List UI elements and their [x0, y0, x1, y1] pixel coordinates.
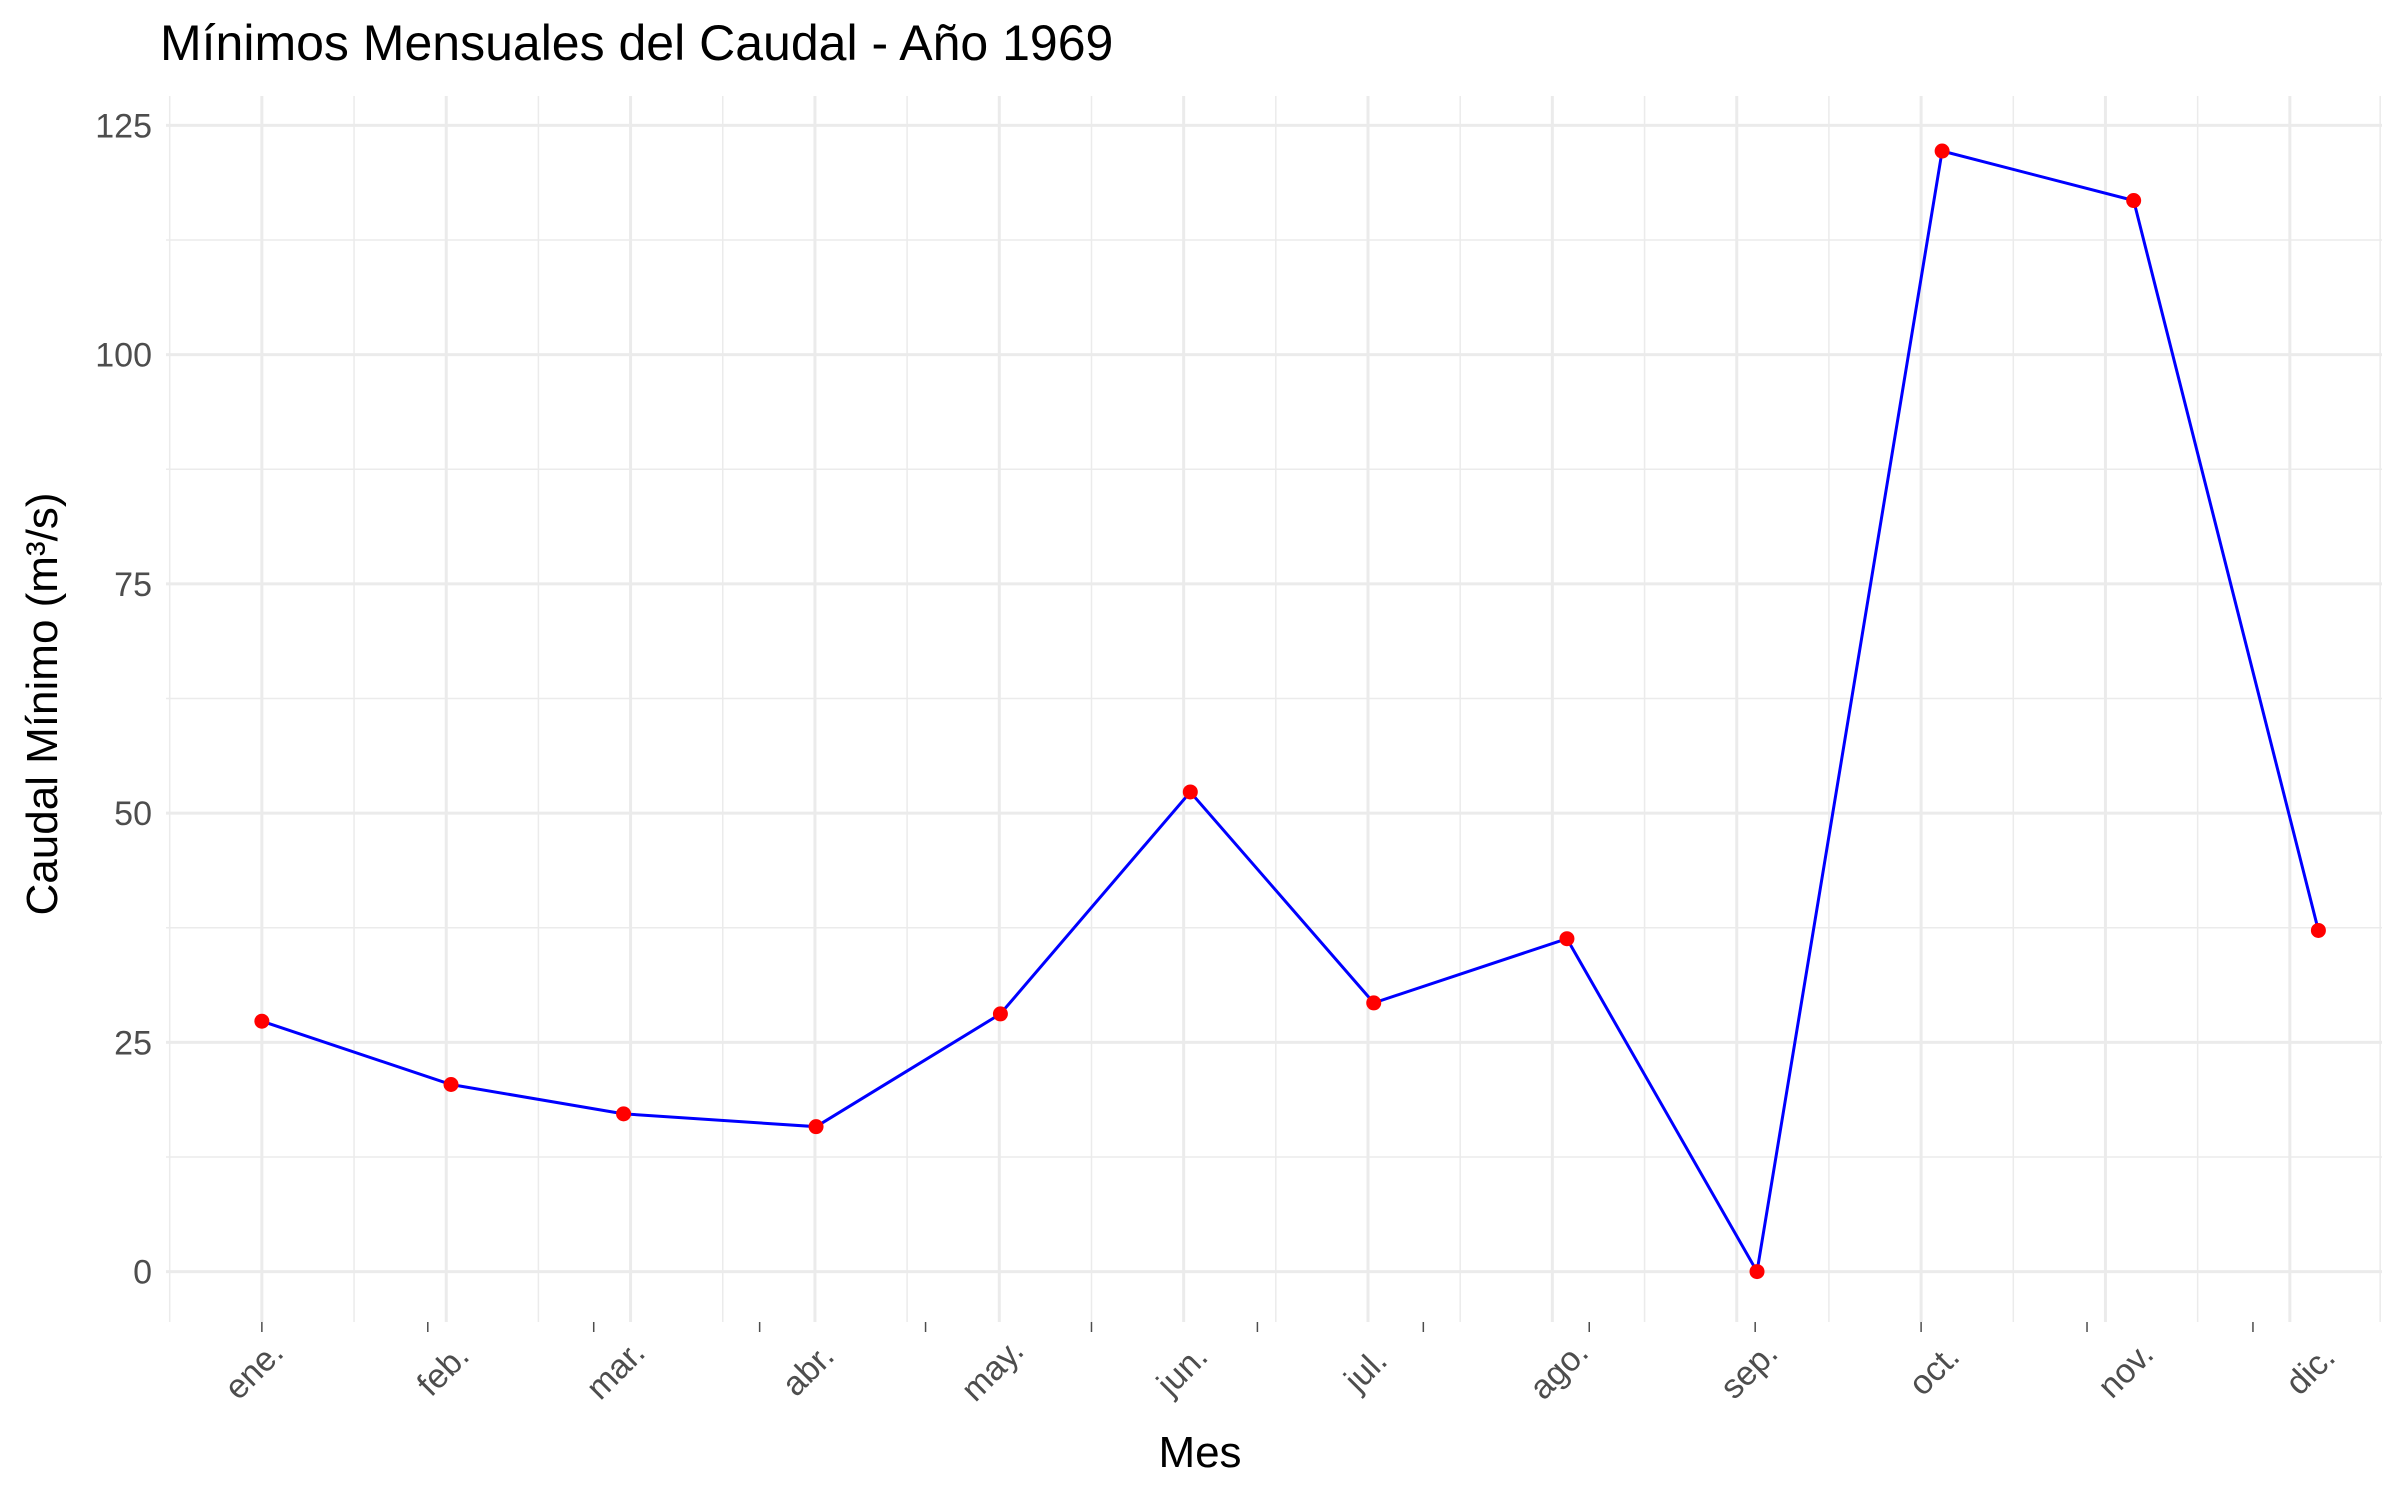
data-point — [1749, 1264, 1765, 1280]
y-tick-label: 25 — [114, 1024, 152, 1062]
y-axis-title: Caudal Mínimo (m³/s) — [18, 492, 67, 916]
series-line-path — [261, 149, 2320, 1276]
y-axis-tick-labels: 0 25 50 75 100 125 — [95, 107, 152, 1291]
data-point — [2126, 193, 2142, 209]
x-tick-label: jul. — [1336, 1341, 1394, 1399]
data-point — [254, 1013, 270, 1029]
y-tick-label: 50 — [114, 795, 152, 833]
data-point — [2310, 922, 2326, 938]
data-point — [1366, 995, 1382, 1011]
data-point — [616, 1106, 632, 1122]
y-tick-label: 75 — [114, 566, 152, 604]
y-tick-label: 125 — [95, 107, 152, 145]
data-point — [1559, 931, 1575, 947]
x-tick-label: abr. — [775, 1337, 842, 1404]
x-tick-label: ene. — [217, 1333, 291, 1407]
x-tick-label: ago. — [1522, 1333, 1596, 1407]
x-tick-label: nov. — [2091, 1335, 2162, 1406]
x-axis-ticks — [261, 1322, 2254, 1332]
x-tick-label: feb. — [410, 1337, 477, 1404]
x-axis-tick-labels: ene. feb. mar. abr. may. jun. jul. ago. sep. oct.… — [217, 1332, 2343, 1409]
minor-gridlines — [166, 96, 2382, 1322]
x-tick-label: jun. — [1149, 1337, 1215, 1403]
x-tick-label: mar. — [579, 1333, 653, 1407]
series-line — [261, 149, 2320, 1276]
major-gridlines — [166, 96, 2382, 1322]
x-tick-label: may. — [954, 1332, 1031, 1409]
x-tick-label: dic. — [2278, 1338, 2342, 1402]
x-tick-label: oct. — [1902, 1337, 1968, 1403]
data-point — [1182, 784, 1198, 800]
chart-title: Mínimos Mensuales del Caudal - Año 1969 — [160, 15, 1114, 71]
y-tick-label: 100 — [95, 337, 152, 375]
data-point — [443, 1077, 459, 1093]
data-point — [1934, 143, 1950, 159]
data-point — [992, 1006, 1008, 1022]
y-tick-label: 0 — [133, 1254, 152, 1292]
x-axis-title: Mes — [1158, 1428, 1242, 1477]
data-point — [808, 1119, 824, 1135]
x-tick-label: sep. — [1713, 1334, 1785, 1406]
series-points — [254, 143, 2326, 1280]
